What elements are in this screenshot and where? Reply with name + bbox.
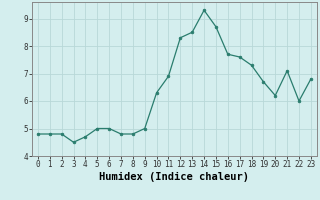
X-axis label: Humidex (Indice chaleur): Humidex (Indice chaleur) [100, 172, 249, 182]
